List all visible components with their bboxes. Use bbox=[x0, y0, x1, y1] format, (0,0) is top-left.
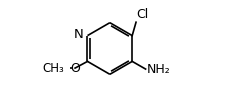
Text: Cl: Cl bbox=[136, 8, 148, 21]
Text: N: N bbox=[74, 28, 84, 41]
Text: NH₂: NH₂ bbox=[147, 63, 170, 76]
Text: CH₃: CH₃ bbox=[43, 62, 65, 75]
Text: O: O bbox=[70, 62, 80, 75]
